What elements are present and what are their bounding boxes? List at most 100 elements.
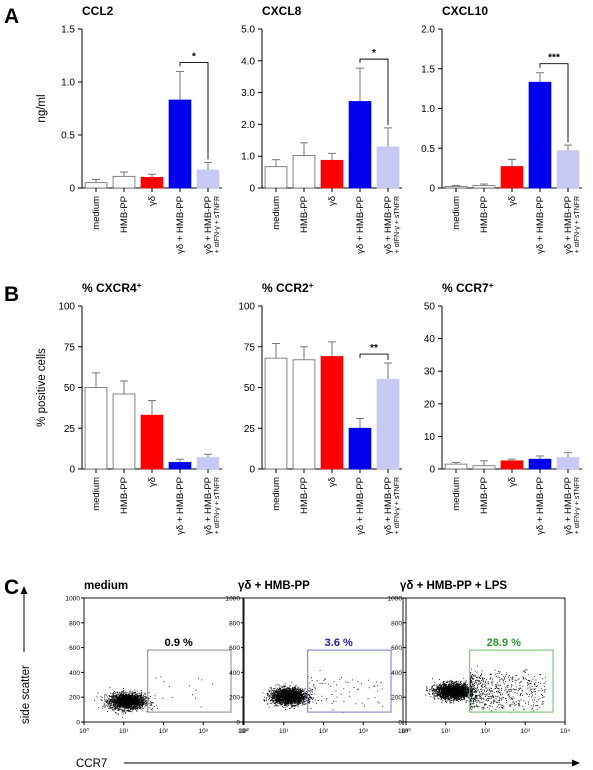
event-dot bbox=[113, 702, 115, 704]
event-dot bbox=[286, 700, 288, 702]
event-dot bbox=[273, 693, 275, 695]
event-dot bbox=[268, 695, 270, 697]
event-dot bbox=[113, 695, 114, 697]
event-dot bbox=[135, 705, 137, 707]
category-label: γδ + HMB-PP bbox=[203, 477, 214, 535]
event-dot bbox=[296, 688, 298, 690]
event-dot bbox=[113, 698, 115, 700]
event-dot bbox=[310, 677, 312, 679]
event-dot bbox=[128, 703, 129, 705]
significance-label: * bbox=[372, 48, 376, 59]
event-dot bbox=[297, 694, 299, 696]
event-dot bbox=[279, 699, 281, 701]
event-dot bbox=[287, 691, 289, 693]
event-dot bbox=[301, 701, 303, 703]
event-dot bbox=[138, 695, 140, 697]
event-dot bbox=[278, 694, 280, 696]
event-dot bbox=[136, 701, 137, 702]
event-dot bbox=[301, 694, 303, 696]
event-dot bbox=[271, 700, 273, 702]
event-dot bbox=[296, 692, 298, 694]
event-dot bbox=[294, 691, 296, 693]
event-dot bbox=[280, 701, 282, 703]
event-dot bbox=[281, 704, 283, 706]
event-dot bbox=[137, 704, 139, 706]
event-dot bbox=[125, 704, 127, 706]
event-dot bbox=[439, 692, 441, 694]
y-tick-label: 1.0 bbox=[61, 78, 75, 89]
event-dot bbox=[132, 708, 134, 710]
event-dot bbox=[117, 712, 119, 714]
event-dot bbox=[271, 701, 273, 703]
event-dot bbox=[299, 695, 301, 697]
event-dot bbox=[128, 707, 130, 708]
event-dot bbox=[112, 702, 114, 704]
event-dot bbox=[279, 688, 281, 690]
chart-title-text: % CXCR4 bbox=[82, 281, 137, 295]
event-dot bbox=[126, 705, 127, 707]
event-dot bbox=[324, 682, 326, 684]
event-dot bbox=[110, 707, 112, 709]
event-dot bbox=[281, 703, 283, 705]
event-dot bbox=[110, 693, 112, 695]
event-dot bbox=[120, 701, 122, 703]
event-dot bbox=[121, 711, 123, 713]
event-dot bbox=[319, 682, 321, 684]
bar bbox=[500, 460, 524, 470]
event-dot bbox=[109, 701, 111, 703]
event-dot bbox=[280, 700, 282, 702]
event-dot bbox=[281, 699, 283, 701]
event-dot bbox=[269, 694, 271, 696]
event-dot bbox=[140, 705, 142, 706]
event-dot bbox=[140, 694, 142, 696]
y-tick-label: 800 bbox=[391, 620, 402, 627]
event-dot bbox=[119, 705, 121, 707]
panel-letter-a: A bbox=[4, 5, 19, 28]
event-dot bbox=[130, 696, 132, 698]
event-dot bbox=[304, 693, 306, 695]
event-dot bbox=[110, 705, 112, 707]
event-dot bbox=[343, 700, 345, 702]
event-dot bbox=[117, 698, 119, 700]
event-dot bbox=[125, 703, 127, 704]
event-dot bbox=[287, 705, 289, 707]
event-dot bbox=[285, 693, 287, 695]
event-dot bbox=[135, 694, 137, 696]
event-dot bbox=[283, 696, 285, 697]
event-dot bbox=[288, 699, 290, 701]
bar bbox=[292, 155, 316, 189]
event-dot bbox=[302, 704, 304, 706]
y-tick-label: 30 bbox=[424, 367, 436, 378]
event-dot bbox=[135, 708, 137, 709]
event-dot bbox=[277, 696, 279, 698]
event-dot bbox=[282, 690, 284, 692]
event-dot bbox=[277, 693, 279, 695]
event-dot bbox=[126, 691, 128, 693]
event-dot bbox=[135, 694, 137, 696]
event-dot bbox=[119, 702, 121, 704]
y-tick-label: 0 bbox=[398, 720, 402, 727]
event-dot bbox=[296, 693, 298, 695]
event-dot bbox=[285, 701, 287, 702]
significance-label: * bbox=[192, 51, 196, 62]
event-dot bbox=[105, 701, 107, 703]
event-dot bbox=[115, 697, 117, 699]
event-dot bbox=[309, 694, 311, 696]
event-dot bbox=[289, 685, 291, 686]
event-dot bbox=[126, 701, 128, 703]
event-dot bbox=[275, 691, 277, 693]
event-dot bbox=[132, 696, 134, 698]
event-dot bbox=[128, 707, 130, 709]
event-dot bbox=[280, 695, 281, 697]
event-dot bbox=[302, 694, 304, 695]
event-dot bbox=[130, 703, 132, 705]
event-dot bbox=[289, 699, 291, 701]
x-tick-label: 10⁴ bbox=[238, 728, 248, 735]
event-dot bbox=[113, 704, 114, 706]
event-dot bbox=[297, 697, 299, 699]
event-dot bbox=[138, 699, 140, 701]
event-dot bbox=[141, 697, 142, 699]
y-tick-label: 1.5 bbox=[421, 64, 435, 75]
event-dot bbox=[451, 682, 453, 684]
event-dot bbox=[270, 696, 272, 698]
